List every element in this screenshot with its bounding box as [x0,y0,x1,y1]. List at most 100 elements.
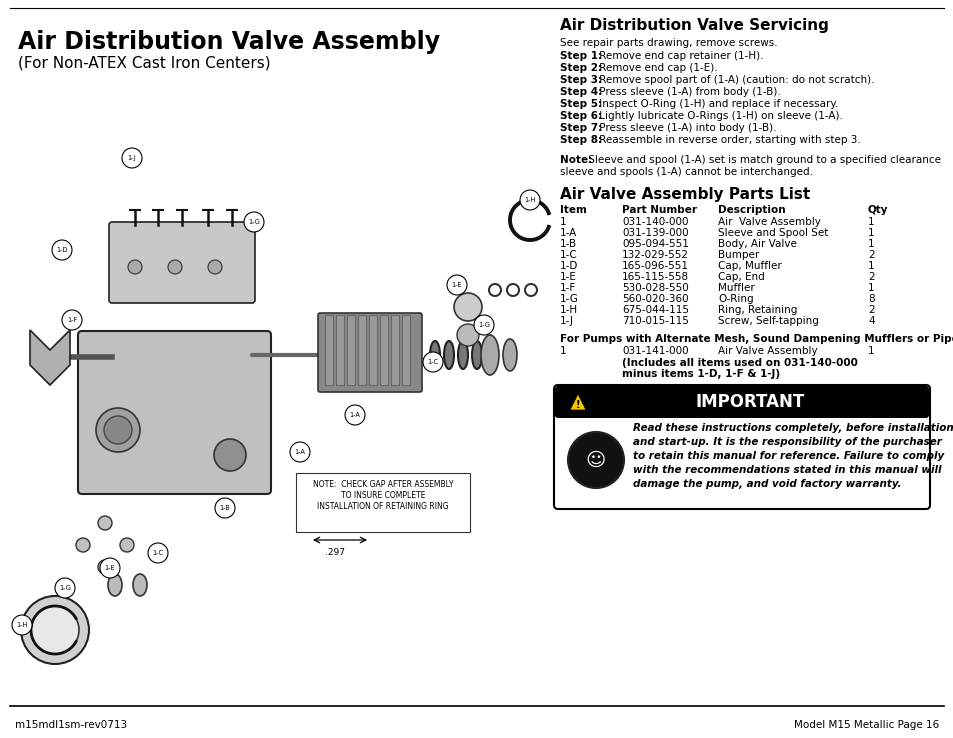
Bar [369,315,376,385]
Text: 1: 1 [867,228,874,238]
Text: See repair parts drawing, remove screws.: See repair parts drawing, remove screws. [559,38,777,48]
Text: 1: 1 [867,346,874,356]
Ellipse shape [108,574,122,596]
Text: Remove end cap (1-E).: Remove end cap (1-E). [596,63,718,73]
Text: Bumper: Bumper [718,250,759,260]
Ellipse shape [457,341,468,369]
Circle shape [52,240,71,260]
Text: 031-141-000: 031-141-000 [621,346,688,356]
Text: Air Valve Assembly: Air Valve Assembly [718,346,817,356]
Bar [558,402,925,415]
Ellipse shape [472,341,481,369]
Text: Remove end cap retainer (1-H).: Remove end cap retainer (1-H). [596,51,763,61]
Circle shape [76,538,90,552]
Text: Step 1:: Step 1: [559,51,601,61]
Text: 1-H: 1-H [524,197,536,203]
Circle shape [12,615,32,635]
Circle shape [21,596,89,664]
FancyBboxPatch shape [295,473,470,532]
Circle shape [104,416,132,444]
Text: INSTALLATION OF RETAINING RING: INSTALLATION OF RETAINING RING [316,502,448,511]
Bar [379,315,388,385]
Circle shape [148,543,168,563]
Text: 1-A: 1-A [349,412,360,418]
Text: ☺: ☺ [585,450,605,469]
Circle shape [98,516,112,530]
Text: Remove spool part of (1-A) (caution: do not scratch).: Remove spool part of (1-A) (caution: do … [596,75,874,85]
Text: Cap, Muffler: Cap, Muffler [718,261,781,271]
Text: Press sleeve (1-A) into body (1-B).: Press sleeve (1-A) into body (1-B). [596,123,776,133]
Text: Inspect O-Ring (1-H) and replace if necessary.: Inspect O-Ring (1-H) and replace if nece… [596,99,838,109]
Bar [357,315,366,385]
Text: 1-H: 1-H [16,622,28,628]
Text: 2: 2 [867,250,874,260]
Text: Step 8:: Step 8: [559,135,601,145]
Text: Sleeve and Spool Set: Sleeve and Spool Set [718,228,827,238]
Text: Air  Valve Assembly: Air Valve Assembly [718,217,820,227]
Text: Air Distribution Valve Servicing: Air Distribution Valve Servicing [559,18,828,33]
Text: 1-D: 1-D [559,261,578,271]
Circle shape [213,439,246,471]
FancyBboxPatch shape [109,222,254,303]
Text: 8: 8 [867,294,874,304]
Text: 1-G: 1-G [59,585,71,591]
Ellipse shape [502,339,517,371]
Polygon shape [30,330,70,385]
Text: Reassemble in reverse order, starting with step 3.: Reassemble in reverse order, starting wi… [596,135,861,145]
Circle shape [214,498,234,518]
Text: Item: Item [559,205,586,215]
Text: TO INSURE COMPLETE: TO INSURE COMPLETE [340,491,425,500]
Text: 1-B: 1-B [559,239,577,249]
Text: 710-015-115: 710-015-115 [621,316,688,326]
Text: Sleeve and spool (1-A) set is match ground to a specified clearance: Sleeve and spool (1-A) set is match grou… [584,155,940,165]
Text: 1-D: 1-D [56,247,68,253]
Text: Description: Description [718,205,785,215]
Circle shape [128,260,142,274]
Circle shape [244,212,264,232]
Text: Lightly lubricate O-Rings (1-H) on sleeve (1-A).: Lightly lubricate O-Rings (1-H) on sleev… [596,111,842,121]
Text: Step 5:: Step 5: [559,99,601,109]
Ellipse shape [443,341,454,369]
Text: m15mdl1sm-rev0713: m15mdl1sm-rev0713 [15,720,127,730]
Text: Screw, Self-tapping: Screw, Self-tapping [718,316,818,326]
Text: !: ! [576,400,579,410]
Text: 031-139-000: 031-139-000 [621,228,688,238]
Text: 1-A: 1-A [559,228,577,238]
Text: 1: 1 [559,346,566,356]
Circle shape [122,148,142,168]
FancyBboxPatch shape [554,385,929,509]
Circle shape [98,560,112,574]
Text: Cap, End: Cap, End [718,272,764,282]
Text: IMPORTANT: IMPORTANT [695,393,803,411]
FancyBboxPatch shape [317,313,421,392]
Ellipse shape [132,574,147,596]
Circle shape [290,442,310,462]
Ellipse shape [430,341,439,369]
Text: 165-096-551: 165-096-551 [621,261,688,271]
Text: Part Number: Part Number [621,205,697,215]
Text: Qty: Qty [867,205,887,215]
Text: Model M15 Metallic Page 16: Model M15 Metallic Page 16 [793,720,938,730]
Text: Step 3:: Step 3: [559,75,601,85]
Text: and start-up. It is the responsibility of the purchaser: and start-up. It is the responsibility o… [633,437,941,447]
Circle shape [567,432,623,488]
Text: 1: 1 [867,239,874,249]
Text: 165-115-558: 165-115-558 [621,272,688,282]
Circle shape [345,405,365,425]
Text: Step 7:: Step 7: [559,123,601,133]
Text: 1-J: 1-J [559,316,574,326]
Text: damage the pump, and void factory warranty.: damage the pump, and void factory warran… [633,479,901,489]
Ellipse shape [456,324,478,346]
Text: 1-E: 1-E [451,282,462,288]
Text: O-Ring: O-Ring [718,294,753,304]
Text: Air Valve Assembly Parts List: Air Valve Assembly Parts List [559,187,809,202]
Bar [391,315,398,385]
Text: Body, Air Valve: Body, Air Valve [718,239,796,249]
Circle shape [62,310,82,330]
Text: (For Non-ATEX Cast Iron Centers): (For Non-ATEX Cast Iron Centers) [18,56,271,71]
FancyBboxPatch shape [78,331,271,494]
Text: 1-G: 1-G [559,294,578,304]
Text: with the recommendations stated in this manual will: with the recommendations stated in this … [633,465,941,475]
Text: 560-020-360: 560-020-360 [621,294,688,304]
Text: 1-G: 1-G [477,322,490,328]
